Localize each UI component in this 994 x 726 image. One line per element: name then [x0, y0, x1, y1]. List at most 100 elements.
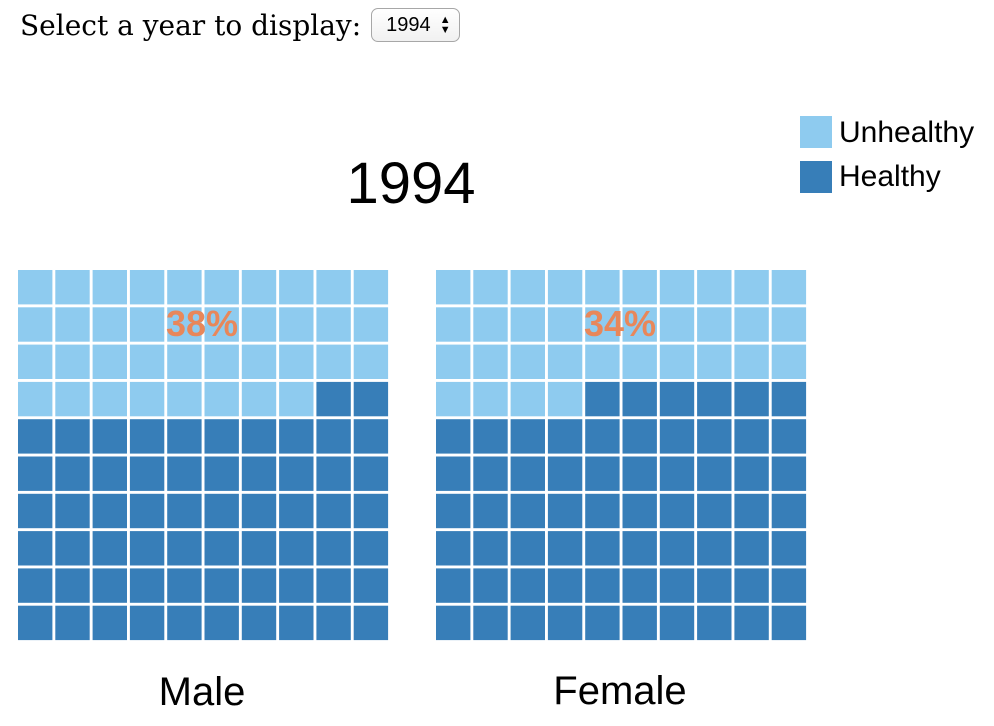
arrow-up-icon: ▲ [439, 14, 451, 26]
legend-label-unhealthy: Unhealthy [839, 116, 974, 149]
male-waffle-cell-healthy [353, 419, 389, 454]
male-waffle-cell-healthy [92, 456, 127, 491]
female-waffle-cell-healthy [771, 568, 807, 603]
male-waffle-cell-healthy [241, 456, 277, 491]
male-waffle-cell-unhealthy [241, 381, 277, 417]
male-waffle-cell-healthy [92, 419, 127, 454]
female-waffle-cell-unhealthy [771, 270, 807, 305]
select-arrows-icon: ▲ ▼ [439, 14, 451, 36]
male-waffle-cell-healthy [279, 605, 314, 641]
male-waffle-cell-healthy [18, 605, 53, 641]
year-select-value: 1994 [386, 13, 431, 36]
female-waffle-cell-healthy [585, 381, 620, 417]
male-waffle-cell-healthy [204, 568, 239, 603]
male-waffle-cell-unhealthy [167, 381, 202, 417]
female-waffle-cell-healthy [436, 456, 471, 491]
female-waffle-cell-unhealthy [659, 344, 695, 379]
male-waffle-cell-unhealthy [316, 270, 351, 305]
female-waffle-cell-healthy [510, 456, 545, 491]
male-waffle-cell-healthy [55, 456, 90, 491]
female-waffle-cell-healthy [510, 493, 545, 529]
female-waffle-cell-unhealthy [697, 307, 732, 342]
male-waffle-cell-unhealthy [18, 307, 53, 342]
male-waffle-cell-healthy [18, 531, 53, 566]
female-waffle-cell-healthy [697, 493, 732, 529]
male-waffle-cell-unhealthy [353, 270, 389, 305]
female-waffle-cell-healthy [547, 531, 583, 566]
female-waffle-cell-healthy [510, 568, 545, 603]
male-waffle-cell-healthy [129, 456, 165, 491]
male-waffle-cell-healthy [353, 493, 389, 529]
male-waffle-cell-healthy [204, 605, 239, 641]
female-waffle-cell-healthy [622, 531, 657, 566]
female-waffle-cell-unhealthy [771, 344, 807, 379]
female-waffle-cell-healthy [585, 456, 620, 491]
female-waffle-cell-healthy [473, 605, 508, 641]
female-waffle-cell-healthy [771, 493, 807, 529]
female-waffle-cell-healthy [659, 493, 695, 529]
female-waffle-cell-unhealthy [547, 344, 583, 379]
male-waffle-cell-healthy [92, 605, 127, 641]
female-waffle-cell-healthy [771, 419, 807, 454]
male-waffle-cell-unhealthy [241, 344, 277, 379]
female-waffle-cell-unhealthy [436, 344, 471, 379]
female-waffle-cell-healthy [547, 419, 583, 454]
female-waffle-cell-healthy [473, 456, 508, 491]
female-waffle-cell-unhealthy [436, 381, 471, 417]
female-waffle-cell-healthy [547, 493, 583, 529]
arrow-down-icon: ▼ [439, 24, 451, 36]
male-waffle-cell-unhealthy [241, 307, 277, 342]
female-waffle-cell-healthy [697, 531, 732, 566]
female-waffle-cell-unhealthy [510, 381, 545, 417]
female-waffle-cell-healthy [697, 419, 732, 454]
female-waffle-cell-unhealthy [659, 270, 695, 305]
male-waffle-cell-healthy [316, 456, 351, 491]
female-waffle-cell-healthy [436, 493, 471, 529]
female-waffle-cell-unhealthy [697, 344, 732, 379]
male-waffle-cell-healthy [241, 419, 277, 454]
female-waffle-cell-unhealthy [473, 344, 508, 379]
female-waffle-cell-healthy [436, 419, 471, 454]
male-waffle-cell-healthy [241, 493, 277, 529]
male-waffle-cell-unhealthy [279, 270, 314, 305]
male-waffle-cell-healthy [316, 381, 351, 417]
female-waffle-cell-unhealthy [585, 344, 620, 379]
male-waffle-cell-unhealthy [129, 344, 165, 379]
female-waffle-cell-unhealthy [473, 381, 508, 417]
female-waffle-cell-healthy [734, 568, 769, 603]
year-select[interactable]: 1994 ▲ ▼ [371, 8, 460, 42]
male-waffle-cell-healthy [204, 456, 239, 491]
female-waffle-cell-unhealthy [436, 307, 471, 342]
male-waffle-cell-healthy [241, 605, 277, 641]
female-waffle-cell-healthy [734, 456, 769, 491]
male-waffle-cell-healthy [167, 531, 202, 566]
female-waffle-cell-healthy [436, 605, 471, 641]
female-waffle-cell-healthy [659, 531, 695, 566]
female-waffle-cell-healthy [622, 568, 657, 603]
male-waffle-cell-healthy [316, 493, 351, 529]
female-waffle-cell-healthy [436, 531, 471, 566]
year-selector-bar: Select a year to display: 1994 ▲ ▼ [20, 8, 460, 42]
male-waffle-cell-unhealthy [129, 381, 165, 417]
male-waffle-cell-healthy [279, 531, 314, 566]
waffle-male [18, 270, 389, 641]
male-waffle-cell-healthy [129, 531, 165, 566]
female-waffle-cell-healthy [622, 419, 657, 454]
male-waffle-cell-unhealthy [316, 307, 351, 342]
female-waffle-cell-healthy [585, 568, 620, 603]
male-waffle-cell-unhealthy [55, 381, 90, 417]
male-waffle-cell-healthy [241, 531, 277, 566]
male-waffle-cell-unhealthy [129, 270, 165, 305]
legend-label-healthy: Healthy [839, 160, 941, 193]
male-waffle-cell-healthy [279, 456, 314, 491]
male-waffle-cell-unhealthy [353, 307, 389, 342]
male-waffle-cell-healthy [316, 531, 351, 566]
female-waffle-cell-healthy [585, 419, 620, 454]
female-group-label: Female [553, 669, 686, 713]
male-waffle-cell-unhealthy [55, 344, 90, 379]
male-waffle-cell-unhealthy [92, 307, 127, 342]
female-waffle-cell-healthy [659, 456, 695, 491]
female-waffle-cell-unhealthy [547, 307, 583, 342]
female-waffle-cell-healthy [473, 493, 508, 529]
male-waffle-cell-healthy [204, 493, 239, 529]
